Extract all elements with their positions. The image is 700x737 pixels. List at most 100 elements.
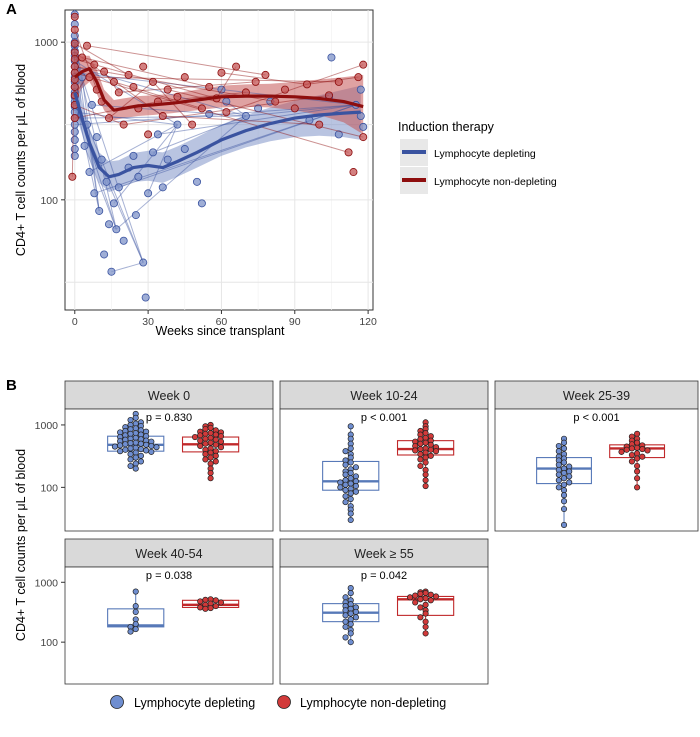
point-1-55: [359, 60, 368, 69]
trajectory-1-31: [162, 115, 320, 126]
dot-depleting-2-23: [560, 487, 568, 494]
point-0-43: [131, 211, 140, 220]
dot-nondepleting-4-6: [432, 593, 440, 600]
point-1-32: [163, 85, 172, 94]
x-tick-label-1: 30: [142, 316, 154, 328]
dot-depleting-0-47: [127, 456, 134, 463]
dot-nondepleting-4-2: [422, 590, 429, 597]
dot-nondepleting-3-4: [217, 599, 225, 606]
point-0-48: [148, 148, 157, 157]
dot-nondepleting-0-2: [207, 424, 214, 431]
trajectory-1-2: [74, 29, 98, 90]
dot-nondepleting-0-10: [197, 432, 204, 439]
facet-1: Week 10-24 p < 0.001: [279, 380, 489, 532]
point-1-13: [78, 53, 87, 62]
point-1-22: [114, 88, 123, 97]
facet-title-4: Week ≥ 55: [354, 547, 413, 561]
dot-nondepleting-3-3: [197, 598, 204, 605]
dot-depleting-3-4: [132, 621, 139, 628]
dot-depleting-1-22: [342, 481, 349, 488]
point-0-27: [85, 168, 94, 177]
dot-nondepleting-3-7: [212, 603, 219, 610]
dot-nondepleting-2-18: [628, 458, 635, 465]
dot-nondepleting-1-25: [417, 456, 424, 463]
dot-nondepleting-3-1: [202, 596, 209, 603]
trajectory-0-17: [74, 111, 178, 126]
dot-depleting-1-27: [352, 488, 359, 495]
dot-depleting-3-2: [132, 608, 139, 615]
x-tick-label-2: 60: [216, 316, 228, 328]
dot-depleting-1-23: [352, 482, 359, 490]
legend-label-depleting: Lymphocyte depleting: [434, 148, 536, 160]
dot-depleting-1-16: [352, 473, 359, 480]
dot-depleting-1-17: [347, 475, 354, 482]
dot-depleting-4-9: [342, 607, 349, 614]
panel-a-plot-area: [64, 9, 374, 311]
trajectory-1-7: [74, 72, 349, 153]
point-1-34: [180, 73, 189, 82]
trajectory-0-38: [116, 115, 247, 230]
point-0-46: [141, 293, 150, 302]
dot-depleting-4-19: [347, 630, 354, 637]
point-0-25: [80, 141, 89, 150]
facet-pvalue-0: p = 0.830: [146, 412, 192, 424]
trajectory-0-49: [157, 104, 356, 135]
dot-depleting-0-40: [143, 447, 150, 454]
dot-nondepleting-4-16: [417, 614, 424, 621]
dot-depleting-0-28: [127, 440, 134, 447]
dot-depleting-0-35: [153, 444, 160, 451]
dot-nondepleting-0-17: [217, 438, 225, 445]
dot-nondepleting-4-10: [427, 597, 434, 604]
dot-nondepleting-0-27: [202, 451, 209, 458]
trajectory-0-27: [89, 124, 178, 173]
panel-a-label: A: [6, 1, 17, 18]
point-0-44: [134, 172, 143, 181]
point-1-11: [70, 114, 79, 123]
x-tick-label-3: 90: [289, 316, 301, 328]
dot-depleting-0-48: [137, 458, 144, 465]
dot-depleting-2-15: [560, 469, 568, 477]
trajectory-0-39: [118, 104, 357, 188]
point-1-20: [105, 114, 114, 123]
facet-title-0: Week 0: [148, 389, 190, 403]
dot-nondepleting-0-9: [212, 431, 219, 438]
point-1-54: [354, 73, 363, 82]
point-0-50: [158, 183, 167, 192]
point-1-23: [119, 120, 128, 129]
point-0-57: [217, 85, 226, 94]
facet-strip-2: [494, 380, 699, 410]
dot-depleting-1-15: [342, 471, 349, 478]
dot-depleting-0-29: [137, 440, 144, 447]
x-tick-label-4: 120: [359, 316, 377, 328]
dot-nondepleting-1-18: [427, 446, 434, 453]
dot-nondepleting-0-29: [207, 454, 214, 461]
point-1-52: [344, 148, 353, 157]
dot-depleting-0-27: [132, 439, 139, 446]
dot-depleting-1-11: [352, 464, 359, 471]
dot-depleting-2-24: [560, 492, 568, 499]
facet-title-1: Week 10-24: [350, 389, 417, 403]
point-1-1: [70, 25, 79, 34]
dot-depleting-1-10: [342, 461, 349, 468]
point-1-43: [251, 77, 260, 86]
dot-nondepleting-1-30: [422, 477, 429, 484]
dot-nondepleting-4-18: [422, 623, 429, 630]
dot-depleting-2-27: [560, 521, 568, 529]
dot-depleting-0-15: [127, 430, 134, 437]
point-1-27: [139, 62, 148, 71]
point-1-3: [70, 48, 79, 57]
panel-b-facets: Week 0 p = 0.830 100 1000 Week 10-24 p < 0.00…: [35, 380, 699, 685]
panel-b-legend: Lymphocyte depleting Lymphocyte non-depl…: [110, 695, 446, 710]
dot-depleting-1-21: [347, 480, 354, 487]
point-1-12: [68, 172, 77, 181]
dot-depleting-0-41: [117, 448, 124, 455]
dot-depleting-2-17: [566, 473, 573, 480]
dot-nondepleting-0-32: [207, 460, 214, 467]
point-0-56: [205, 110, 214, 119]
b-ytick-label-3-1: 1000: [35, 577, 59, 589]
trajectory-0-47: [147, 124, 178, 194]
point-0-23: [70, 151, 79, 160]
dot-nondepleting-1-29: [422, 471, 429, 478]
dot-depleting-4-2: [342, 594, 349, 601]
